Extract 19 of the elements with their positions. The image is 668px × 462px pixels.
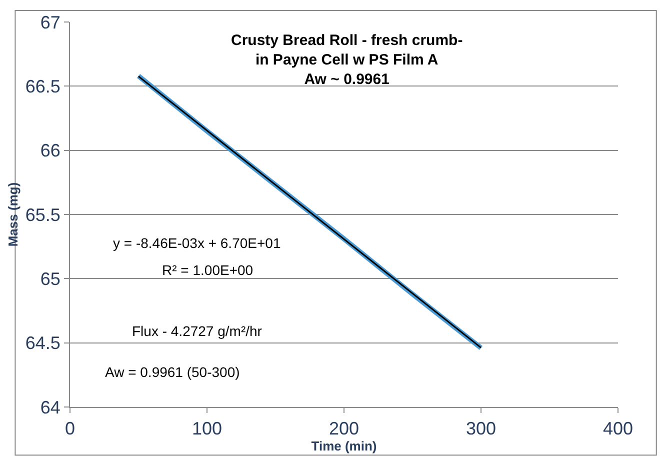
y-tick-label: 67	[40, 12, 60, 32]
y-tick-label: 65	[40, 268, 60, 289]
annotation: Flux - 4.2727 g/m²/hr	[132, 323, 262, 339]
y-tick-label: 65.5	[25, 204, 60, 225]
text: Crusty Bread Roll - fresh crumb- in Payne Cell w PS Film A Aw ~ 0.9961	[231, 32, 463, 88]
y-tick-label: 64.5	[25, 333, 60, 354]
y-tick-label: 64	[40, 397, 60, 418]
y-tick-label: 66.5	[25, 76, 60, 96]
y-tick-label: 66	[40, 140, 60, 161]
annotation: R² = 1.00E+00	[162, 262, 254, 278]
x-axis-title: Time (min)	[311, 438, 377, 454]
annotation: y = -8.46E-03x + 6.70E+01	[113, 235, 281, 251]
x-tick-label: 0	[64, 418, 76, 439]
x-tick-label: 300	[466, 418, 496, 439]
x-tick-label: 100	[192, 418, 222, 439]
x-tick-label: 400	[602, 418, 634, 439]
annotation: Aw = 0.9961 (50-300)	[105, 364, 240, 380]
x-tick-label: 200	[328, 418, 360, 439]
y-axis-title: Mass (mg)	[5, 182, 20, 247]
